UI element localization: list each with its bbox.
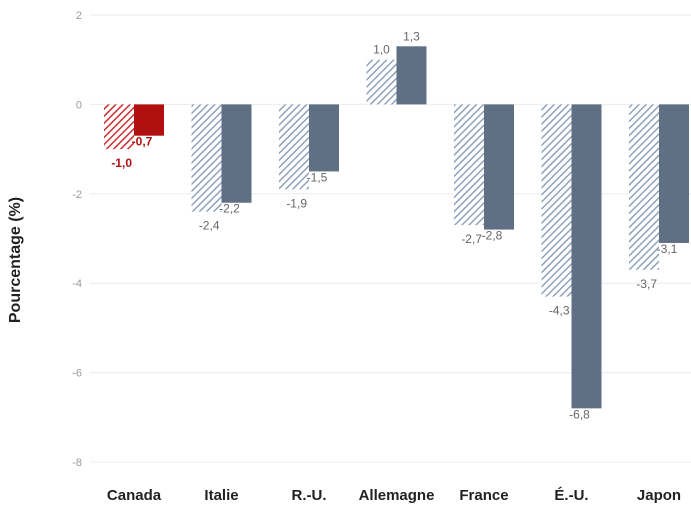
gridlines	[90, 14, 691, 463]
category-label-1: Italie	[204, 487, 238, 504]
bar-Canada-solid	[134, 104, 164, 136]
data-label-Italie-solid: -2,2	[219, 202, 240, 216]
bar-Italie-hatched	[191, 104, 222, 212]
data-label-Japon-solid: -3,1	[657, 242, 678, 256]
y-tick-label-2: -2	[72, 189, 82, 201]
category-label-4: France	[459, 487, 508, 504]
data-label-R.-U.-solid: -1,5	[307, 170, 328, 184]
bar-France-solid	[484, 104, 514, 230]
y-tick-label-4: -6	[72, 368, 82, 380]
data-label-É.-U.-solid: -6,8	[569, 407, 590, 421]
bar-Allemagne-hatched	[366, 59, 397, 105]
category-label-6: Japon	[637, 487, 681, 504]
data-label-Allemagne-hatched: 1,0	[373, 43, 390, 57]
data-label-Canada-hatched: -1,0	[111, 156, 132, 170]
y-axis-ticks: 2 0 -2 -4 -6 -8	[72, 10, 82, 469]
bar-France-hatched	[454, 104, 484, 226]
category-label-0: Canada	[107, 487, 162, 504]
data-label-Canada-solid: -0,7	[132, 135, 153, 149]
bar-Allemagne-solid	[396, 46, 427, 105]
category-label-5: É.-U.	[554, 487, 588, 504]
data-label-France-hatched: -2,7	[461, 232, 482, 246]
bar-É.-U.-hatched	[541, 104, 572, 297]
bars	[104, 46, 689, 409]
bar-R.-U.-solid	[309, 104, 339, 172]
data-label-É.-U.-hatched: -4,3	[549, 304, 570, 318]
category-labels: Canada Italie R.-U. Allemagne France É.-U. Jap…	[107, 487, 681, 504]
category-label-2: R.-U.	[292, 487, 327, 504]
data-label-Italie-hatched: -2,4	[199, 219, 220, 233]
y-tick-label-1: 0	[76, 99, 82, 111]
y-tick-label-0: 2	[76, 10, 82, 22]
y-axis-label: Pourcentage (%)	[7, 197, 24, 323]
data-label-France-solid: -2,8	[482, 229, 503, 243]
y-tick-label-3: -4	[72, 278, 82, 290]
bar-Japon-solid	[659, 104, 689, 243]
data-label-Japon-hatched: -3,7	[636, 277, 657, 291]
data-labels: -1,0-0,7 -2,4 -2,2 -1,9-1,5 1,0 1,3 -2,7 -2,8 -4…	[111, 29, 677, 421]
bar-É.-U.-solid	[571, 104, 602, 409]
bar-R.-U.-hatched	[279, 104, 309, 190]
y-tick-label-5: -8	[72, 457, 82, 469]
bar-Japon-hatched	[629, 104, 659, 270]
category-label-3: Allemagne	[359, 487, 435, 504]
data-label-R.-U.-hatched: -1,9	[286, 196, 307, 210]
bar-Canada-hatched	[104, 104, 134, 150]
bar-Italie-solid	[221, 104, 252, 203]
data-label-Allemagne-solid: 1,3	[403, 29, 420, 43]
